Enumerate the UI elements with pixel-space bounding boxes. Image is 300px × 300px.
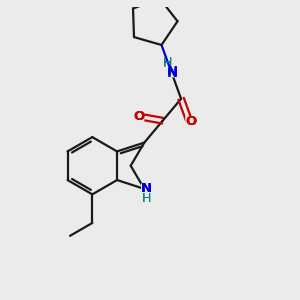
Text: N: N xyxy=(141,182,152,195)
FancyBboxPatch shape xyxy=(167,66,178,77)
FancyBboxPatch shape xyxy=(185,116,197,127)
Text: H: H xyxy=(163,57,172,70)
Text: O: O xyxy=(185,115,196,128)
Text: N: N xyxy=(167,65,178,78)
Text: H: H xyxy=(142,191,151,205)
Text: O: O xyxy=(133,110,144,123)
FancyBboxPatch shape xyxy=(141,183,152,194)
Text: O: O xyxy=(133,110,144,123)
Text: N: N xyxy=(167,67,178,80)
Text: H: H xyxy=(142,191,151,205)
FancyBboxPatch shape xyxy=(133,111,144,122)
Text: N: N xyxy=(141,182,152,195)
Text: O: O xyxy=(185,115,196,128)
Text: H: H xyxy=(163,56,172,69)
